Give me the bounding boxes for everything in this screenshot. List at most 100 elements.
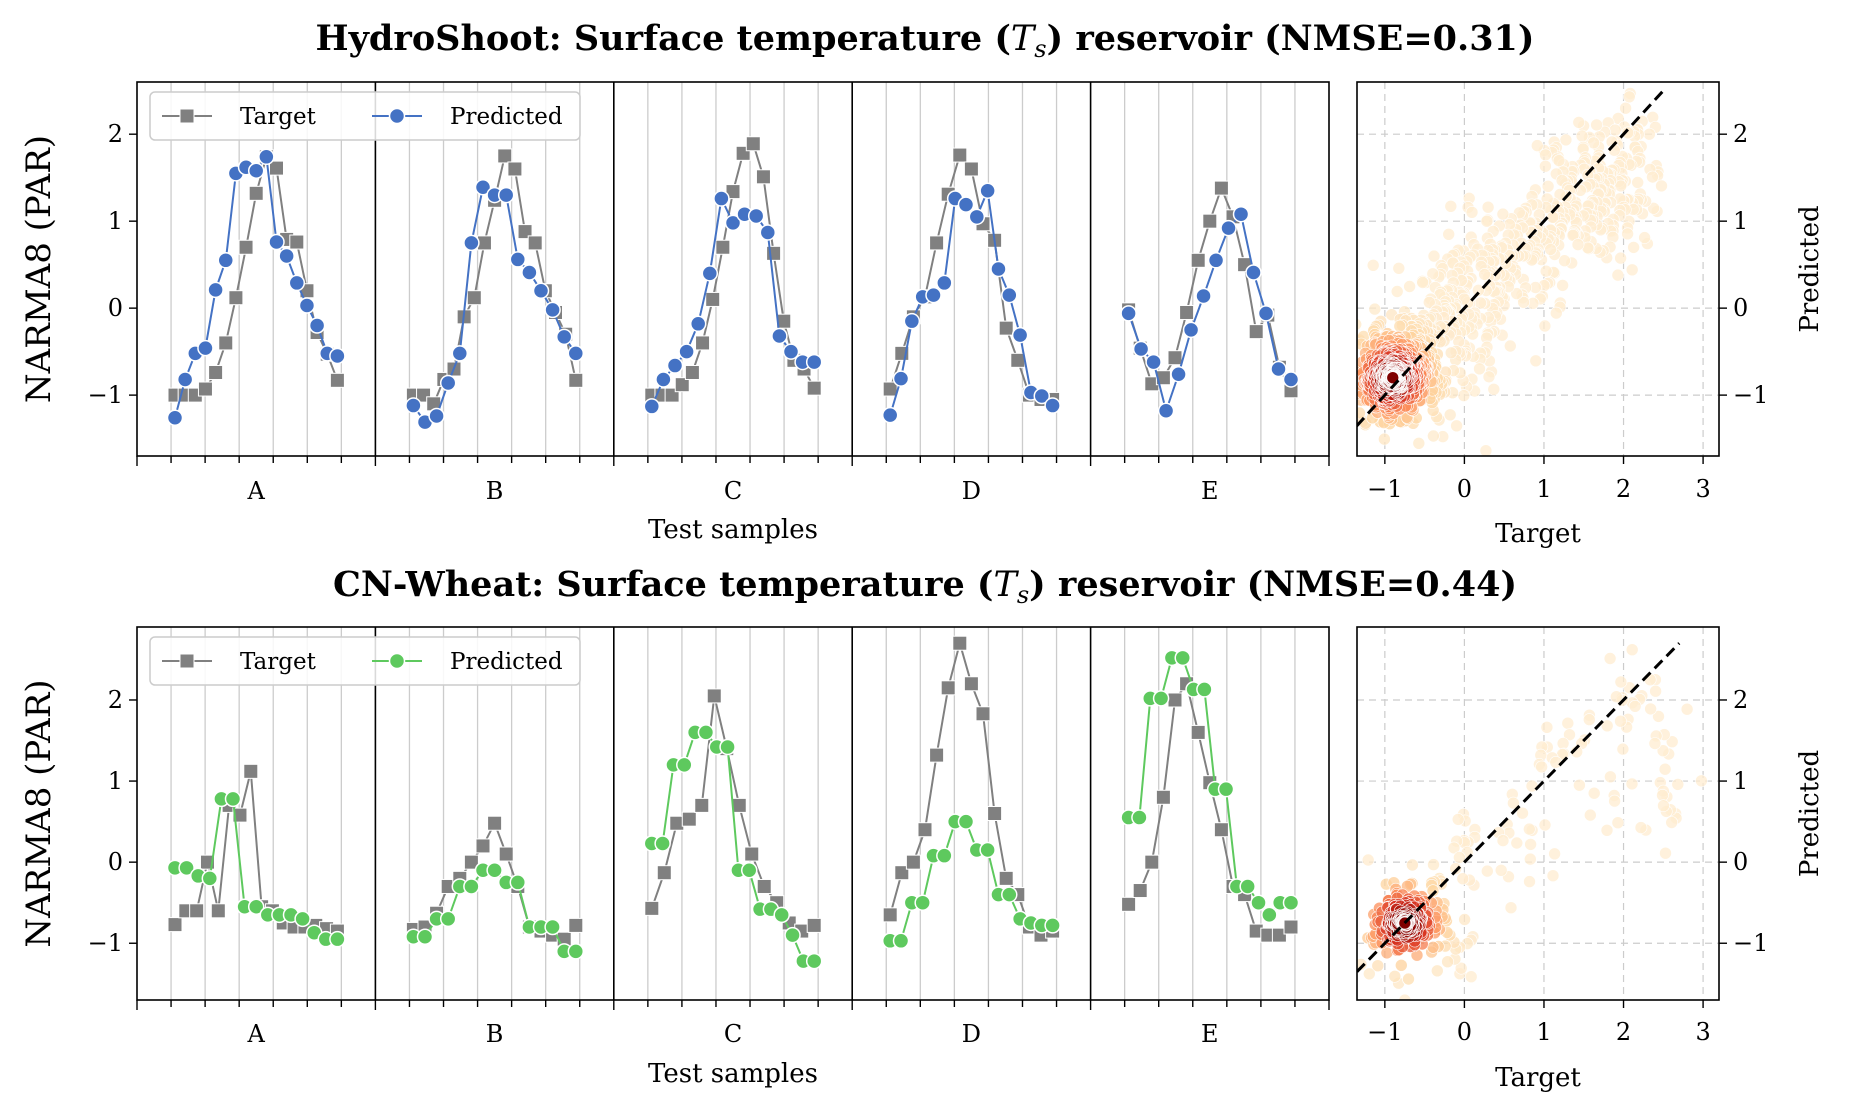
predicted-point: [1120, 305, 1137, 322]
predicted-point: [509, 874, 527, 891]
predicted-point: [428, 407, 445, 425]
target-point: [1155, 789, 1171, 805]
target-point: [952, 635, 968, 651]
scatter-point: [1590, 118, 1603, 132]
y-axis-label: NARMA8 (PAR): [19, 135, 59, 403]
legend-predicted-label: Predicted: [450, 104, 563, 130]
y-axis-label: NARMA8 (PAR): [19, 679, 59, 947]
scatter-point: [1339, 373, 1351, 385]
scatter-point: [1583, 713, 1596, 726]
scatter-point: [1412, 436, 1426, 450]
panel-label: A: [247, 1020, 266, 1048]
predicted-point: [178, 859, 195, 877]
predicted-point: [532, 282, 550, 299]
predicted-point: [979, 841, 996, 859]
scatter-point: [1480, 214, 1494, 228]
scatter-point: [1517, 295, 1530, 309]
line-plot-frame: [136, 81, 1330, 457]
target-point: [694, 797, 710, 813]
target-point: [745, 136, 761, 152]
scatter-point: [1344, 399, 1356, 411]
scatter-point: [1625, 263, 1639, 277]
target-point: [218, 335, 234, 351]
predicted-point: [740, 862, 758, 879]
scatter-point: [1413, 487, 1425, 499]
target-point: [517, 224, 533, 240]
scatter-point: [1393, 319, 1407, 333]
scatter-point: [1411, 461, 1423, 473]
predicted-point: [217, 252, 234, 269]
predicted-point: [697, 724, 715, 741]
target-point: [756, 878, 772, 894]
legend: Target Predicted: [149, 91, 581, 141]
legend-target-marker: [179, 108, 195, 124]
predicted-point: [1250, 894, 1267, 911]
scatter-point: [1625, 643, 1639, 657]
scatter-point: [1442, 228, 1455, 241]
target-point: [208, 365, 224, 381]
target-point: [998, 320, 1014, 336]
predicted-point: [1011, 326, 1029, 344]
target-point: [806, 380, 822, 396]
scatter-point: [1563, 728, 1576, 742]
predicted-point: [990, 260, 1007, 278]
scatter-point: [1317, 277, 1329, 289]
panel-B: B: [374, 627, 585, 1048]
scatter-point: [1610, 690, 1623, 704]
predicted-point: [1282, 894, 1300, 911]
predicted-point: [463, 878, 480, 895]
legend-target-marker: [179, 653, 195, 669]
scatter-point: [1638, 231, 1651, 244]
predicted-point: [1044, 917, 1061, 934]
predicted-point: [329, 930, 346, 948]
scatter-x-tick-label: 2: [1616, 475, 1631, 503]
scatter-point: [1604, 770, 1617, 784]
predicted-point: [957, 196, 975, 213]
predicted-point: [298, 297, 316, 314]
scatter-point: [1611, 816, 1625, 830]
scatter-point: [1331, 395, 1343, 407]
scatter-x-tick-label: −1: [1367, 1018, 1402, 1046]
target-point: [975, 706, 991, 722]
scatter-point: [1658, 762, 1672, 776]
target-point: [197, 381, 213, 397]
target-point: [695, 335, 711, 351]
scatter-y-tick-label: 0: [1733, 294, 1748, 322]
panel-label: E: [1201, 1020, 1219, 1048]
scatter-point: [1539, 264, 1553, 278]
scatter-y-tick-label: 2: [1733, 120, 1748, 148]
scatter-point: [1510, 287, 1523, 300]
panel-label: E: [1201, 477, 1219, 505]
predicted-point: [782, 343, 800, 360]
scatter-y-tick-label: −1: [1733, 381, 1768, 409]
scatter-point: [1338, 325, 1350, 337]
y-tick-label: 1: [108, 767, 123, 795]
scatter-point: [1600, 719, 1614, 733]
y-tick-label: 0: [108, 294, 123, 322]
predicted-point: [719, 738, 736, 756]
target-point: [527, 235, 543, 251]
predicted-point: [247, 162, 265, 179]
scatter-point: [1342, 314, 1354, 326]
scatter-point: [1539, 159, 1552, 173]
scatter-y-tick-label: 0: [1733, 848, 1748, 876]
scatter-x-axis-label: Target: [1495, 519, 1581, 549]
predicted-point: [1170, 365, 1187, 383]
scatter-point: [1481, 200, 1495, 214]
scatter-point: [1621, 126, 1635, 140]
predicted-point: [979, 182, 996, 199]
scatter-point: [1523, 822, 1536, 836]
target-point: [1121, 896, 1137, 912]
predicted-point: [925, 286, 942, 304]
scatter-point: [1627, 241, 1640, 254]
scatter-point: [1652, 710, 1665, 723]
scatter-point: [1549, 755, 1563, 769]
scatter-point: [1680, 702, 1694, 716]
target-point: [475, 838, 491, 854]
scatter-point: [1472, 283, 1485, 297]
scatter-point: [1345, 370, 1357, 382]
target-point: [755, 169, 771, 185]
scatter-point: [1402, 972, 1415, 986]
legend-target-label: Target: [240, 649, 317, 675]
scatter-point: [1504, 339, 1517, 353]
